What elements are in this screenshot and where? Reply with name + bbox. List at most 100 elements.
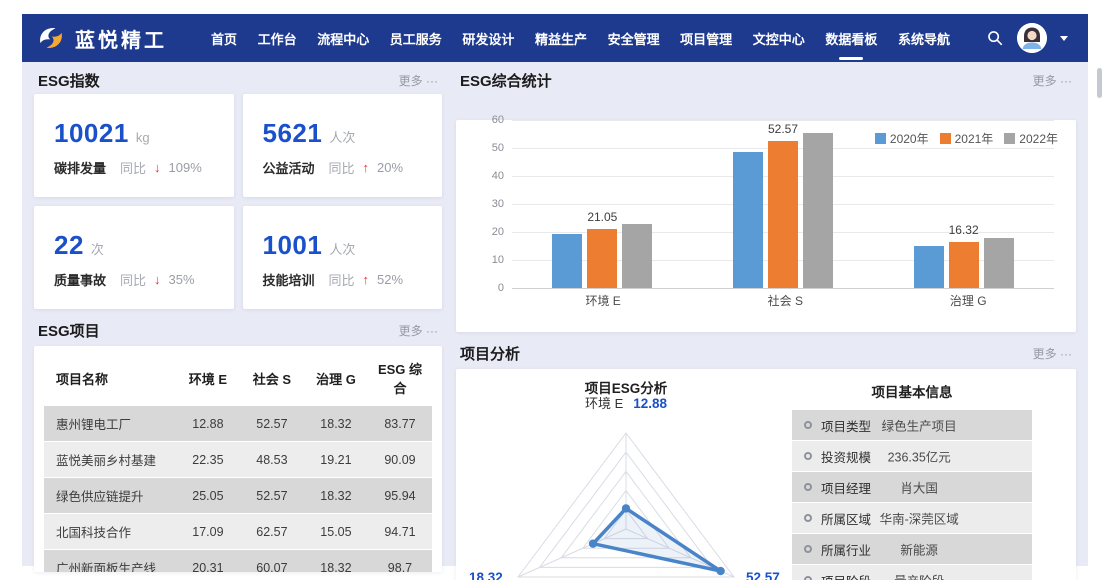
nav-item-8[interactable]: 文控中心 bbox=[752, 31, 805, 47]
nav-item-3[interactable]: 员工服务 bbox=[389, 31, 442, 47]
stat-card: 5621 人次 公益活动 同比 ↑ 20% bbox=[242, 94, 442, 197]
nav-item-7[interactable]: 项目管理 bbox=[680, 31, 733, 47]
bar-plot: 0 10 20 30 40 50 60 21.05 52.57 16.32 bbox=[492, 114, 1054, 294]
radar-axis-social: 52.57 社会 S bbox=[744, 570, 782, 580]
info-label: 项目类型 bbox=[821, 419, 872, 434]
brand[interactable]: 蓝悦精工 bbox=[36, 23, 167, 53]
nav-item-2[interactable]: 流程中心 bbox=[317, 31, 370, 47]
stat-meta: 碳排发量 同比 ↓ 109% bbox=[54, 158, 214, 177]
nav-item-9[interactable]: 数据看板 bbox=[823, 21, 879, 56]
esg-stats-header: ESG综合统计 更多 ··· bbox=[456, 66, 1076, 94]
table-cell: 18.32 bbox=[320, 488, 352, 503]
projects-table-card: 项目名称 环境 E 社会 S 治理 G ESG 综合 惠州锂电工厂 12.88 52.57 1… bbox=[34, 346, 442, 572]
bar-group: 16.32 bbox=[913, 120, 1014, 288]
bar-value-label: 52.57 bbox=[767, 121, 798, 136]
search-icon[interactable] bbox=[986, 29, 1004, 47]
info-value: 236.35亿元 bbox=[887, 450, 951, 465]
more-link[interactable]: 更多 ··· bbox=[398, 323, 438, 338]
y-tick-label: 30 bbox=[491, 198, 504, 210]
column-header: 项目名称 bbox=[56, 371, 109, 387]
yoy-label: 同比 bbox=[120, 273, 147, 288]
stat-value: 10021 bbox=[54, 118, 129, 148]
bar-group: 52.57 bbox=[732, 120, 833, 288]
radar-section: 项目ESG分析 环境 E 12.88 52.57 社会 S 18.32 bbox=[466, 377, 786, 580]
legend-swatch bbox=[874, 133, 886, 144]
user-avatar[interactable] bbox=[1017, 23, 1047, 53]
radar-axis-label: 环境 E bbox=[584, 396, 624, 411]
nav-item-10[interactable]: 系统导航 bbox=[897, 31, 950, 47]
table-cell: 60.07 bbox=[256, 560, 288, 573]
y-tick-label: 20 bbox=[491, 226, 504, 238]
stat-value: 22 bbox=[54, 230, 84, 260]
table-cell: 94.71 bbox=[384, 524, 416, 539]
ring-icon bbox=[804, 514, 812, 522]
legend-label: 2022年 bbox=[1019, 132, 1058, 146]
table-cell: 绿色供应链提升 bbox=[56, 490, 144, 504]
stat-card: 10021 kg 碳排发量 同比 ↓ 109% bbox=[34, 94, 234, 197]
info-row: 项目经理 肖大国 bbox=[792, 472, 1032, 503]
legend-item: 2021年 bbox=[939, 130, 993, 147]
legend-label: 2020年 bbox=[889, 132, 929, 146]
more-link[interactable]: 更多 ··· bbox=[398, 73, 438, 88]
bar-2020年 bbox=[732, 152, 763, 288]
info-value: 肖大国 bbox=[900, 481, 938, 496]
ring-icon bbox=[804, 483, 812, 491]
table-row[interactable]: 北国科技合作 17.09 62.57 15.05 94.71 bbox=[44, 513, 432, 550]
table-cell: 22.35 bbox=[192, 452, 224, 467]
stat-label: 质量事故 bbox=[54, 273, 107, 288]
stat-value: 1001 bbox=[262, 230, 323, 260]
radar-axis-value: 18.32 bbox=[468, 569, 503, 580]
panel-title: ESG项目 bbox=[38, 322, 100, 340]
stat-unit: kg bbox=[135, 130, 150, 145]
column-header: 环境 E bbox=[188, 371, 228, 387]
ring-icon bbox=[804, 576, 812, 580]
table-row[interactable]: 蓝悦美丽乡村基建 22.35 48.53 19.21 90.09 bbox=[44, 441, 432, 478]
nav-item-5[interactable]: 精益生产 bbox=[534, 31, 587, 47]
yoy-label: 同比 bbox=[328, 161, 355, 176]
y-tick-label: 10 bbox=[491, 254, 504, 266]
info-value: 绿色生产项目 bbox=[881, 419, 957, 434]
nav-item-1[interactable]: 工作台 bbox=[257, 31, 297, 47]
stat-card: 1001 人次 技能培训 同比 ↑ 52% bbox=[242, 206, 442, 309]
arrow-down-icon: ↓ bbox=[154, 272, 161, 287]
table-cell: 17.09 bbox=[192, 524, 224, 539]
yoy-percent: 20% bbox=[377, 160, 404, 175]
table-cell: 惠州锂电工厂 bbox=[56, 418, 132, 432]
table-row[interactable]: 惠州锂电工厂 12.88 52.57 18.32 83.77 bbox=[44, 406, 432, 442]
nav-item-6[interactable]: 安全管理 bbox=[607, 31, 660, 47]
bar-2020年 bbox=[552, 233, 583, 288]
yoy-label: 同比 bbox=[328, 273, 355, 288]
y-tick-label: 0 bbox=[497, 282, 504, 294]
table-row[interactable]: 广州新面板生产线 20.31 60.07 18.32 98.7 bbox=[44, 549, 432, 573]
project-info-title: 项目基本信息 bbox=[871, 385, 953, 400]
table-cell: 83.77 bbox=[384, 416, 416, 431]
yoy-label: 同比 bbox=[120, 161, 147, 176]
more-link[interactable]: 更多 ··· bbox=[1032, 346, 1072, 361]
bar-groups: 21.05 52.57 16.32 bbox=[512, 120, 1054, 288]
more-link[interactable]: 更多 ··· bbox=[1032, 73, 1072, 88]
table-cell: 98.7 bbox=[387, 560, 413, 573]
info-label: 项目阶段 bbox=[821, 571, 871, 580]
stat-value-row: 10021 kg bbox=[54, 118, 214, 149]
x-category-label: 环境 E bbox=[585, 294, 621, 308]
nav-item-4[interactable]: 研发设计 bbox=[462, 31, 515, 47]
column-header: 治理 G bbox=[316, 371, 356, 387]
table-row[interactable]: 绿色供应链提升 25.05 52.57 18.32 95.94 bbox=[44, 477, 432, 514]
stat-cards: 10021 kg 碳排发量 同比 ↓ 109% 5621 人次 公益活动 同比 ↑ 20% 22 次质量事… bbox=[34, 94, 442, 309]
project-analysis-card: 项目ESG分析 环境 E 12.88 52.57 社会 S 18.32 bbox=[456, 369, 1076, 580]
scrollbar-thumb[interactable] bbox=[1097, 68, 1102, 98]
arrow-down-icon: ↓ bbox=[154, 160, 161, 175]
chevron-down-icon[interactable] bbox=[1060, 35, 1068, 41]
radar-axis-environment: 环境 E 12.88 bbox=[585, 396, 667, 413]
gridline bbox=[512, 120, 1054, 121]
legend-swatch bbox=[1004, 133, 1016, 144]
stat-meta: 公益活动 同比 ↑ 20% bbox=[263, 158, 423, 177]
stat-value: 5621 bbox=[262, 118, 323, 148]
nav-item-0[interactable]: 首页 bbox=[211, 31, 238, 47]
info-label: 所属行业 bbox=[821, 543, 872, 558]
panel-title: ESG综合统计 bbox=[460, 72, 552, 90]
top-navbar: 蓝悦精工 首页 工作台 流程中心 员工服务 研发设计 精益生产 安全管理 项目管理 文控中心 数据… bbox=[22, 14, 1088, 62]
table-cell: 90.09 bbox=[384, 452, 416, 467]
panel-title: ESG指数 bbox=[38, 72, 100, 90]
table-cell: 25.05 bbox=[192, 488, 224, 503]
